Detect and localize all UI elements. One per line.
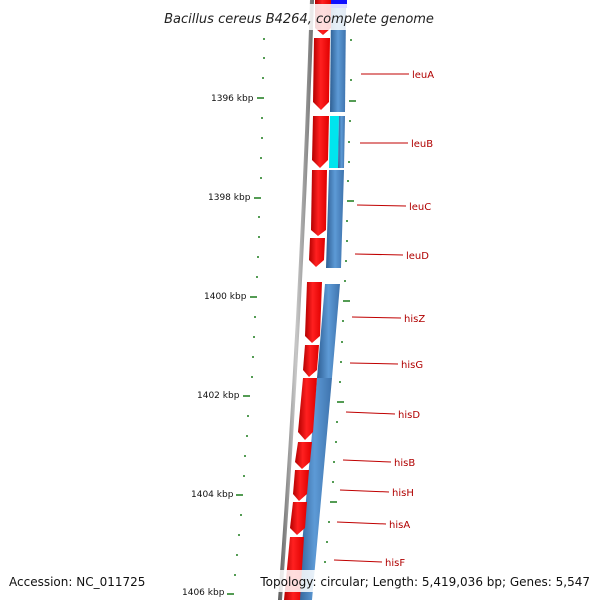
blue-feature (297, 378, 332, 600)
inner-tick-track (324, 39, 356, 563)
genome-backbone (278, 0, 314, 600)
accession-text: Accession: NC_011725 (9, 575, 145, 589)
blue-feature (317, 284, 340, 378)
tick-label-1402: 1402 kbp (197, 391, 240, 401)
gene-label-hisZ: hisZ (404, 314, 425, 325)
cds-arrow (303, 345, 319, 377)
tick-label-1400: 1400 kbp (204, 292, 247, 302)
cds-arrow (313, 38, 330, 110)
gene-label-hisA: hisA (389, 520, 410, 531)
topology-text: Topology: circular; Length: 5,419,036 bp… (259, 575, 590, 589)
outer-tick-track (227, 38, 265, 595)
gene-label-hisH: hisH (392, 488, 414, 499)
tick-label-1406: 1406 kbp (182, 588, 225, 598)
gene-label-hisD: hisD (398, 410, 420, 421)
tick-labels: 1396 kbp 1398 kbp 1400 kbp 1402 kbp 1404… (182, 94, 254, 598)
cds-arrow (309, 238, 325, 267)
cds-arrow (295, 442, 312, 469)
blue-track (297, 0, 347, 600)
gene-label-leuB: leuB (411, 139, 433, 150)
cds-arrow (311, 170, 327, 236)
gene-label-leuC: leuC (409, 202, 431, 213)
gene-leaders (333, 73, 409, 563)
blue-feature-highlight (329, 116, 339, 168)
blue-feature (338, 116, 345, 168)
gene-label-leuD: leuD (406, 251, 429, 262)
cds-arrow (305, 282, 322, 343)
gene-label-hisB: hisB (394, 458, 415, 469)
tick-label-1398: 1398 kbp (208, 193, 251, 203)
map-title: Bacillus cereus B4264, complete genome (164, 12, 434, 27)
cds-arrow (290, 502, 307, 535)
cds-arrow (293, 470, 309, 501)
blue-feature (326, 170, 344, 268)
blue-feature (330, 8, 346, 112)
tick-label-1396: 1396 kbp (211, 94, 254, 104)
cds-arrow (312, 116, 329, 168)
tick-label-1404: 1404 kbp (191, 490, 234, 500)
footer-backdrop-right (256, 570, 596, 592)
gene-label-hisG: hisG (401, 360, 423, 371)
cds-arrow (298, 378, 317, 440)
footer-backdrop-left (4, 570, 154, 592)
gene-label-hisF: hisF (385, 558, 405, 569)
gene-labels: leuA leuB leuC leuD hisZ hisG hisD hisB … (385, 70, 434, 569)
gene-label-leuA: leuA (412, 70, 434, 81)
title-backdrop (150, 4, 450, 30)
